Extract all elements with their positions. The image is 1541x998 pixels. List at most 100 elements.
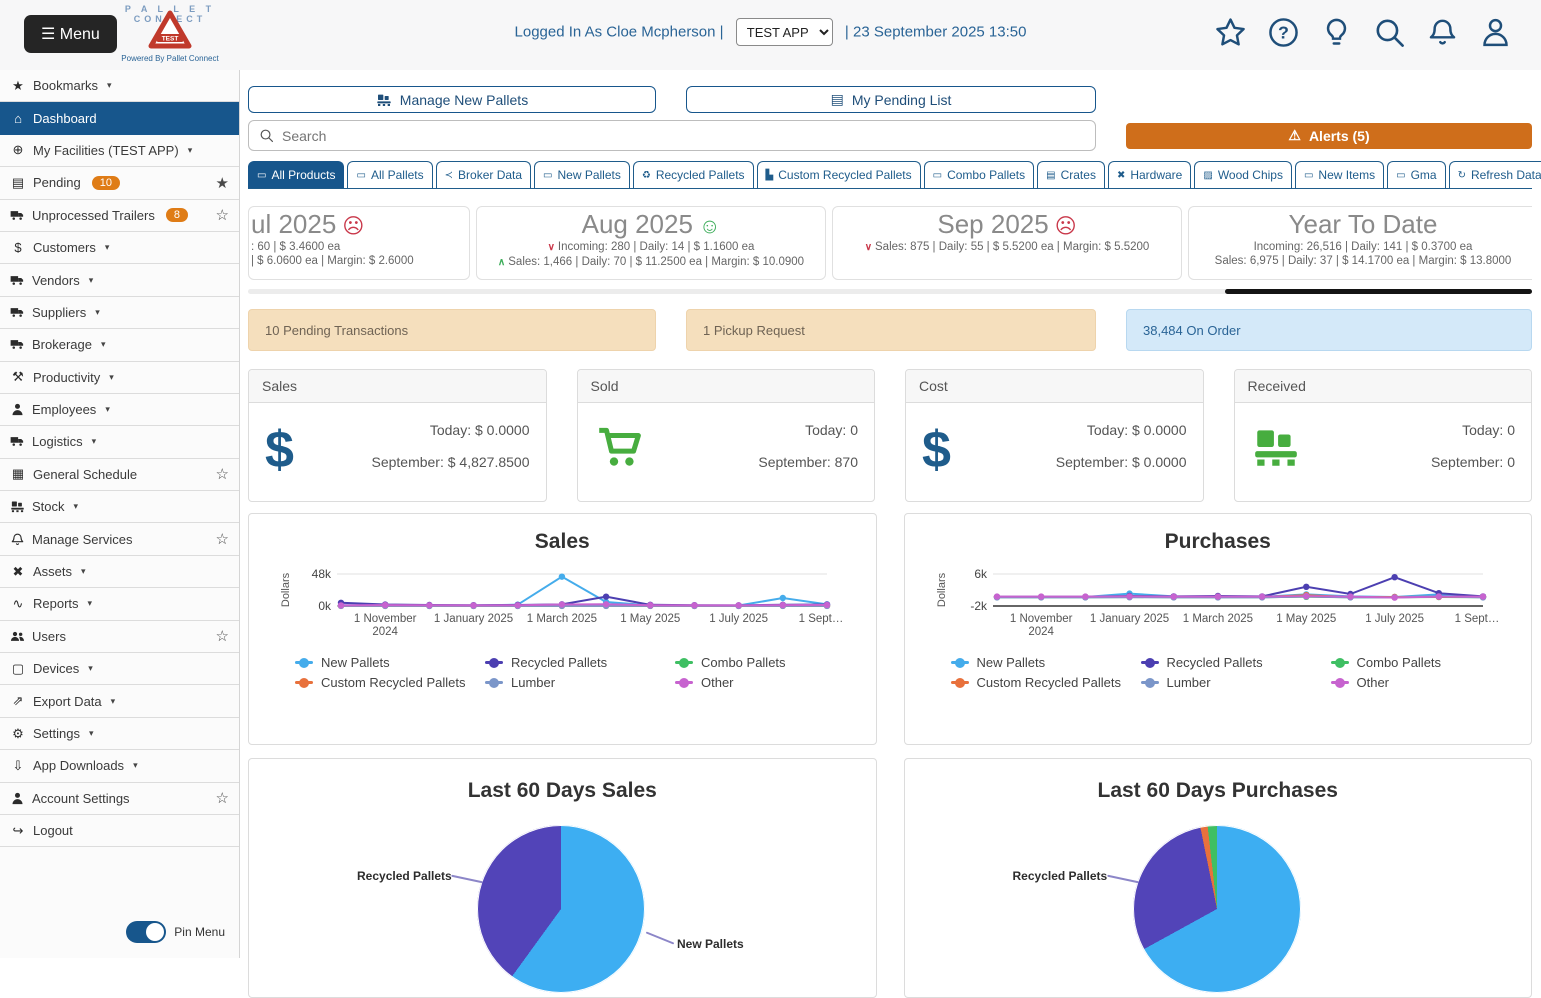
star-outline-icon[interactable]: ☆ — [215, 531, 229, 549]
sidebar-item-brokerage[interactable]: Brokerage ▾ — [0, 329, 239, 362]
sidebar-item-manage-services[interactable]: Manage Services ☆ — [0, 523, 239, 556]
sidebar-item-unprocessed-trailers[interactable]: Unprocessed Trailers 8 ☆ — [0, 199, 239, 232]
search-field[interactable] — [248, 120, 1096, 151]
pallet-icon — [376, 92, 392, 108]
month-card-aug-2025: Aug 2025 ☺ ∨ Incoming: 280 | Daily: 14 | $ … — [476, 206, 826, 280]
pie-label-new-pallets: New Pallets — [677, 937, 744, 951]
sidebar-item-bookmarks[interactable]: ★ Bookmarks ▾ — [0, 70, 239, 103]
woodchips-icon: ▨ — [1203, 169, 1213, 181]
stat-value-row: September: 870 — [758, 454, 858, 470]
sidebar-item-app-downloads[interactable]: ⇩ App Downloads ▾ — [0, 750, 239, 783]
legend-dot — [299, 677, 309, 688]
search-button[interactable] — [1371, 12, 1407, 52]
app-select[interactable]: TEST APP — [735, 18, 833, 46]
tab-broker-data[interactable]: ≺ Broker Data — [435, 161, 532, 188]
star-outline-icon[interactable]: ☆ — [215, 790, 229, 808]
horizontal-scrollbar[interactable] — [248, 289, 1532, 294]
globe-icon: ⊕ — [12, 142, 24, 158]
help-button[interactable] — [1265, 12, 1301, 52]
svg-text:2024: 2024 — [372, 626, 398, 638]
month-card-stat-line: ∨ Sales: 875 | Daily: 55 | $ 5.5200 ea | … — [833, 240, 1181, 255]
sidebar-item-account-settings[interactable]: Account Settings ☆ — [0, 782, 239, 815]
svg-text:0k: 0k — [318, 599, 332, 613]
manage-new-pallets-button[interactable]: Manage New Pallets — [248, 86, 656, 113]
tab-wood-chips[interactable]: ▨ Wood Chips — [1194, 161, 1292, 188]
tab-gma[interactable]: ▭ Gma — [1387, 161, 1446, 188]
menu-button[interactable]: ☰ Menu — [24, 15, 117, 53]
sidebar-item-label: Productivity — [33, 369, 101, 385]
dollar-icon: $ — [265, 420, 294, 479]
sidebar-item-reports[interactable]: ∿ Reports ▾ — [0, 588, 239, 621]
month-title-text: ul 2025 — [251, 209, 337, 239]
tab-combo-pallets[interactable]: ▭ Combo Pallets — [923, 161, 1035, 188]
pie-chart[interactable] — [477, 825, 645, 993]
banner-1-pickup-request[interactable]: 1 Pickup Request — [686, 309, 1096, 351]
sidebar-item-users[interactable]: Users ☆ — [0, 620, 239, 654]
legend-dot — [1334, 657, 1345, 668]
sidebar-item-assets[interactable]: ✖ Assets ▾ — [0, 555, 239, 589]
dollar-icon: $ — [922, 420, 951, 479]
scrollbar-thumb[interactable] — [1225, 289, 1532, 294]
sidebar: ★ Bookmarks ▾ ⌂ Dashboard ⊕ My Facilities (TES… — [0, 70, 240, 958]
sidebar-item-general-schedule[interactable]: ▦ General Schedule ☆ — [0, 458, 239, 492]
pallet_flat-icon: ▭ — [356, 169, 366, 181]
svg-text:1 November: 1 November — [1009, 613, 1072, 625]
tab-custom-recycled-pallets[interactable]: ▙ Custom Recycled Pallets — [756, 161, 921, 188]
refresh-data-tab[interactable]: ↻ Refresh Data — [1448, 161, 1541, 188]
sidebar-item-employees[interactable]: Employees ▾ — [0, 393, 239, 427]
tab-crates[interactable]: ▤ Crates — [1037, 161, 1105, 188]
sidebar-item-export-data[interactable]: ⇗ Export Data ▾ — [0, 685, 239, 718]
pin-menu-toggle[interactable] — [126, 921, 167, 943]
stat-card-body: Today: 0 September: 870 — [578, 403, 875, 486]
legend-dot — [679, 677, 689, 688]
sidebar-item-devices[interactable]: ▢ Devices ▾ — [0, 653, 239, 686]
sidebar-item-stock[interactable]: Stock ▾ — [0, 491, 239, 524]
star-outline-icon[interactable]: ☆ — [215, 207, 229, 225]
svg-text:Dollars: Dollars — [936, 572, 948, 607]
sidebar-item-settings[interactable]: ⚙ Settings ▾ — [0, 717, 239, 751]
month-card-stat-line: ∧ Sales: 1,466 | Daily: 70 | $ 11.2500 ea… — [477, 255, 825, 270]
stat-value-row: September: $ 4,827.8500 — [371, 454, 530, 470]
star-outline-icon[interactable]: ☆ — [215, 628, 229, 646]
tab-hardware[interactable]: ✖ Hardware — [1107, 161, 1192, 188]
banner-38-484-on-order[interactable]: 38,484 On Order — [1126, 309, 1532, 351]
sad-face-icon: ☹ — [1054, 215, 1077, 238]
sidebar-item-logout[interactable]: ↪ Logout — [0, 814, 239, 848]
tab-all-products[interactable]: ▭ All Products — [248, 161, 345, 188]
stat-text: Incoming: 280 | Daily: 14 | $ 1.1600 ea — [557, 241, 755, 253]
truck-icon — [10, 305, 25, 320]
sidebar-item-logistics[interactable]: Logistics ▾ — [0, 426, 239, 459]
sidebar-item-productivity[interactable]: ⚒ Productivity ▾ — [0, 361, 239, 394]
favorites-button[interactable] — [1212, 12, 1248, 52]
month-card-stat-line: : 60 | $ 3.4600 ea — [251, 240, 469, 254]
tab-all-pallets[interactable]: ▭ All Pallets — [347, 161, 433, 188]
my-pending-list-button[interactable]: ▤ My Pending List — [686, 86, 1096, 113]
account-button[interactable] — [1477, 12, 1513, 52]
pallet_flat-icon: ▭ — [1303, 169, 1314, 181]
banner-10-pending-transactions[interactable]: 10 Pending Transactions — [248, 309, 656, 351]
line-chart: 6k -2k Dollars 1 November 2024 1 January 2025… — [905, 558, 1532, 653]
star-outline-icon[interactable]: ☆ — [215, 466, 229, 484]
legend-label: New Pallets — [321, 655, 390, 670]
app-logo: P A L L E TCONNECT TEST Powered By Palle… — [115, 4, 225, 63]
pie-chart[interactable] — [1132, 825, 1301, 993]
star-icon[interactable]: ★ — [215, 174, 229, 192]
sidebar-item-customers[interactable]: $ Customers ▾ — [0, 231, 239, 265]
broker-icon: ≺ — [444, 169, 454, 181]
month-card-stat-line: Sales: 6,975 | Daily: 37 | $ 14.1700 ea … — [1189, 254, 1532, 268]
tab-new-items[interactable]: ▭ New Items — [1294, 161, 1385, 188]
notifications-button[interactable] — [1424, 12, 1460, 52]
sidebar-item-label: Vendors — [32, 272, 80, 288]
sidebar-item-dashboard[interactable]: ⌂ Dashboard — [0, 102, 239, 135]
sidebar-item-my-facilities-test-app[interactable]: ⊕ My Facilities (TEST APP) ▾ — [0, 134, 239, 168]
month-title-text: Aug 2025 — [581, 209, 693, 239]
alerts-button[interactable]: ⚠ Alerts (5) — [1126, 122, 1532, 149]
sidebar-item-suppliers[interactable]: Suppliers ▾ — [0, 296, 239, 330]
sidebar-item-pending[interactable]: ▤ Pending 10 ★ — [0, 167, 239, 200]
svg-text:1 March 2025: 1 March 2025 — [527, 613, 597, 625]
tab-new-pallets[interactable]: ▭ New Pallets — [534, 161, 630, 188]
tips-button[interactable] — [1318, 12, 1354, 52]
sidebar-item-vendors[interactable]: Vendors ▾ — [0, 264, 239, 297]
search-input[interactable] — [282, 127, 1085, 144]
tab-recycled-pallets[interactable]: ♻ Recycled Pallets — [632, 161, 754, 188]
